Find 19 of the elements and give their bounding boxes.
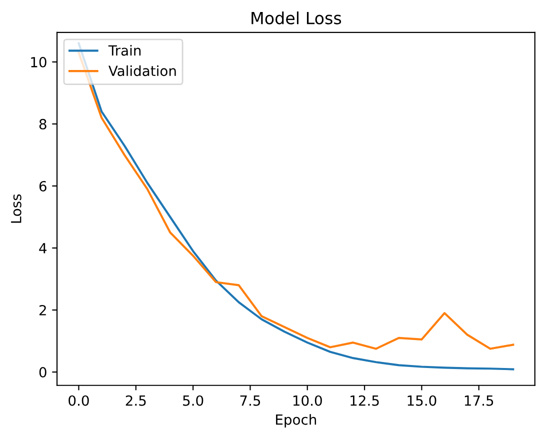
legend-label: Train (108, 44, 141, 56)
x-tick-label: 10.0 (293, 395, 322, 406)
x-tick-label: 15.0 (408, 395, 436, 406)
y-axis-title: Loss (11, 194, 22, 223)
x-tick-label: 2.5 (126, 395, 146, 406)
x-tick-label: 0.0 (68, 395, 89, 406)
x-tick-label: 5.0 (183, 395, 204, 406)
chart-title: Model Loss (252, 11, 342, 24)
x-tick-label: 12.5 (350, 395, 379, 406)
x-axis-title: Epoch (276, 414, 316, 428)
y-tick-label: 6 (39, 180, 46, 192)
y-tick-label: 2 (39, 304, 46, 316)
x-tick-label: 7.5 (240, 396, 260, 406)
y-tick-label: 0 (39, 367, 46, 378)
y-tick-label: 10 (31, 56, 46, 68)
x-tick-label: 17.5 (464, 396, 494, 406)
y-tick-label: 8 (39, 118, 46, 130)
legend-label: Validation (108, 65, 176, 76)
y-tick-label: 4 (39, 243, 47, 254)
